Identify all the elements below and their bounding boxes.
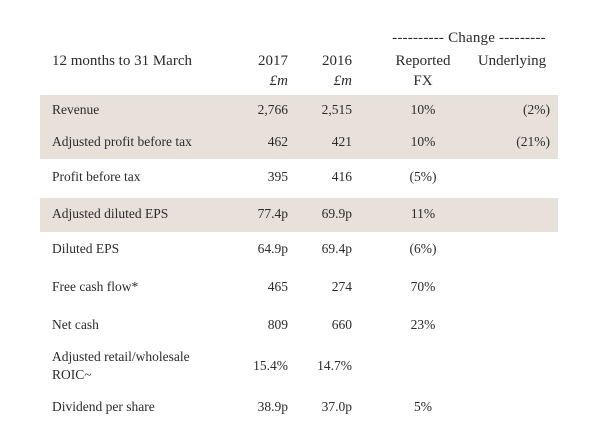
column-header-underlying: Underlying: [477, 53, 547, 69]
row-label: Dividend per share: [52, 399, 155, 414]
table-row-adjusted-diluted-eps: Adjusted diluted EPS 77.4p 69.9p 11%: [40, 198, 558, 232]
value-reported-change: 11%: [410, 206, 436, 221]
value-2016: 421: [331, 134, 352, 149]
row-label: Profit before tax: [52, 169, 141, 184]
value-reported-change: (5%): [409, 169, 437, 184]
unit-2017: £m: [269, 73, 288, 89]
change-group-header: ---------- Change ---------: [392, 30, 546, 46]
value-reported-change: 10%: [410, 134, 436, 149]
unit-2016: £m: [333, 73, 352, 89]
row-label-line-1: Adjusted retail/wholesale: [52, 349, 190, 364]
value-2016: 660: [331, 317, 352, 332]
value-2016: 416: [331, 169, 352, 184]
value-2017: 15.4%: [253, 358, 288, 373]
value-reported-change: 10%: [410, 102, 436, 117]
value-2017: 462: [267, 134, 288, 149]
year-2017: 2017: [258, 53, 288, 69]
column-header-2016: 2016 £m: [302, 51, 352, 91]
value-reported-change: (6%): [409, 241, 437, 256]
value-2016: 2,515: [321, 102, 352, 117]
value-reported-change: 70%: [410, 279, 436, 294]
value-2017: 809: [267, 317, 288, 332]
row-label: Net cash: [52, 317, 99, 332]
row-label: Free cash flow*: [52, 279, 139, 294]
table-row-revenue: Revenue 2,766 2,515 10% (2%): [40, 95, 558, 127]
year-2016: 2016: [322, 53, 352, 69]
value-2017: 64.9p: [257, 241, 288, 256]
value-reported-change: 23%: [410, 317, 436, 332]
row-label-line-2: ROIC~: [52, 367, 92, 382]
value-underlying-change: (21%): [516, 134, 550, 149]
table-row-diluted-eps: Diluted EPS 64.9p 69.4p (6%): [40, 234, 558, 266]
value-underlying-change: (2%): [523, 102, 550, 117]
row-label: Revenue: [52, 102, 100, 117]
row-label: Adjusted profit before tax: [52, 134, 192, 149]
value-reported-change: 5%: [414, 399, 432, 414]
fx-label: FX: [413, 73, 433, 89]
period-label: 12 months to 31 March: [52, 53, 192, 69]
table-row-free-cash-flow: Free cash flow* 465 274 70%: [40, 272, 558, 304]
column-header-reported-fx: Reported FX: [388, 51, 458, 91]
value-2017: 38.9p: [257, 399, 288, 414]
value-2017: 395: [267, 169, 288, 184]
value-2016: 14.7%: [317, 358, 352, 373]
row-label: Adjusted diluted EPS: [52, 206, 169, 221]
value-2016: 69.9p: [321, 206, 352, 221]
value-2016: 37.0p: [321, 399, 352, 414]
value-2016: 69.4p: [321, 241, 352, 256]
table-row-adjusted-roic: Adjusted retail/wholesale ROIC~ 15.4% 14…: [40, 345, 558, 389]
value-2017: 465: [267, 279, 288, 294]
row-label: Diluted EPS: [52, 241, 120, 256]
value-2017: 77.4p: [257, 206, 288, 221]
row-label: Adjusted retail/wholesale ROIC~: [52, 348, 190, 384]
reported-label: Reported: [395, 53, 451, 69]
column-header-2017: 2017 £m: [238, 51, 288, 91]
value-2016: 274: [331, 279, 352, 294]
table-row-dividend-per-share: Dividend per share 38.9p 37.0p 5%: [40, 392, 558, 424]
table-row-net-cash: Net cash 809 660 23%: [40, 310, 558, 342]
table-row-profit-before-tax: Profit before tax 395 416 (5%): [40, 162, 558, 194]
table-row-adjusted-profit-before-tax: Adjusted profit before tax 462 421 10% (…: [40, 127, 558, 159]
value-2017: 2,766: [257, 102, 288, 117]
